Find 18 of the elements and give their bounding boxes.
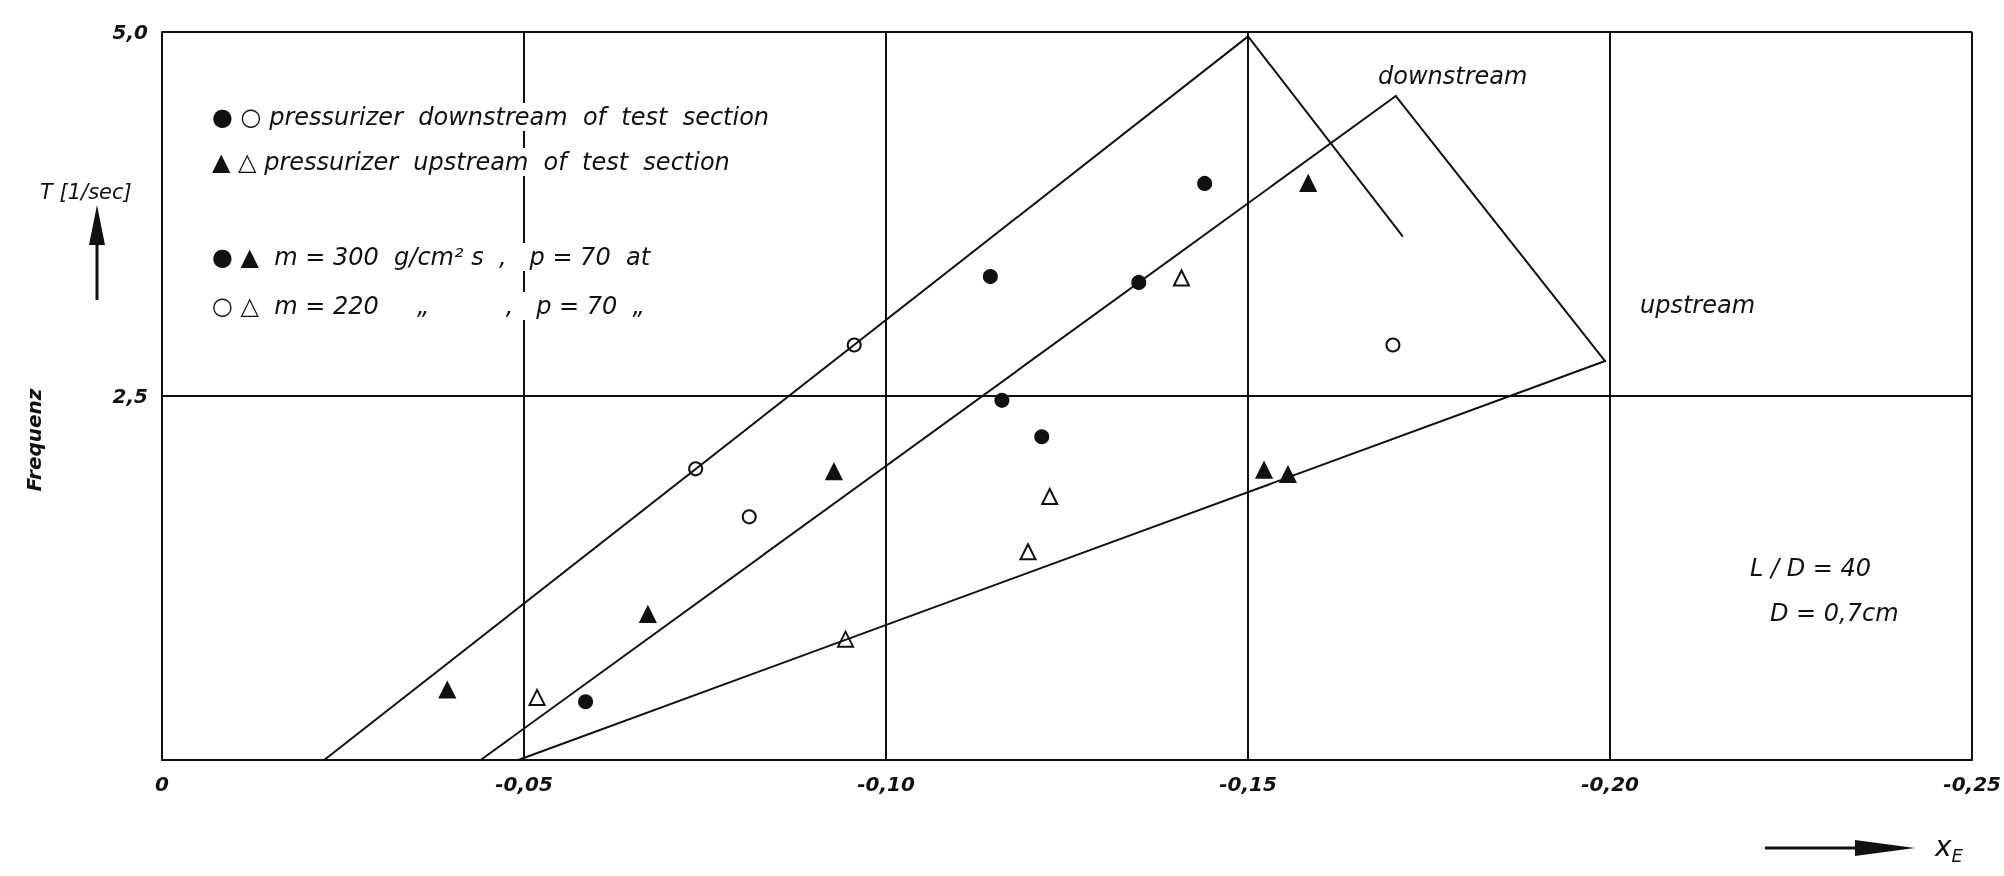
x-tick-label: -0,10 [857, 772, 915, 796]
y-tick-label: 5,0 [112, 20, 149, 44]
annotation: ● ○ pressurizer downstream of test section [212, 103, 770, 131]
annotation: downstream [1378, 62, 1528, 90]
x-tick-label: -0,15 [1219, 772, 1277, 796]
annotation: upstream [1640, 291, 1756, 319]
annotation: ○ △ m = 220 „ , p = 70 „ [212, 292, 646, 320]
x-tick-label: 0 [155, 772, 170, 796]
annotation: D = 0,7cm [1770, 599, 1899, 627]
x-tick-label: -0,05 [495, 772, 553, 796]
x-tick-label: -0,20 [1581, 772, 1640, 796]
text: T [1/sec] [40, 180, 132, 204]
annotation: ▲ △ pressurizer upstream of test section [212, 148, 730, 176]
x-tick-label: -0,25 [1943, 772, 2001, 796]
annotation: ● ▲ m = 300 g/cm² s , p = 70 at [212, 243, 652, 271]
annotation: L / D = 40 [1750, 554, 1872, 582]
y-axis-title: Frequenz [22, 388, 46, 492]
y-tick-label: 2,5 [112, 384, 148, 408]
